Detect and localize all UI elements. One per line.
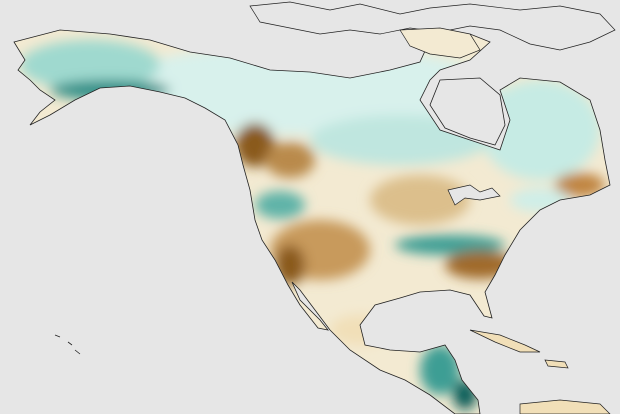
patch — [395, 235, 505, 255]
patch — [255, 191, 305, 219]
arctic-islands — [249, 1, 616, 51]
patch — [20, 40, 160, 90]
patch — [555, 173, 605, 197]
caribbean — [469, 329, 611, 414]
patch — [370, 175, 470, 225]
patch — [420, 345, 460, 395]
patch — [265, 142, 315, 178]
island — [399, 27, 481, 59]
patch — [235, 123, 275, 167]
great-lakes — [447, 184, 501, 206]
hudson-bay — [429, 77, 506, 146]
hawaii — [54, 334, 81, 355]
patch — [480, 80, 600, 180]
